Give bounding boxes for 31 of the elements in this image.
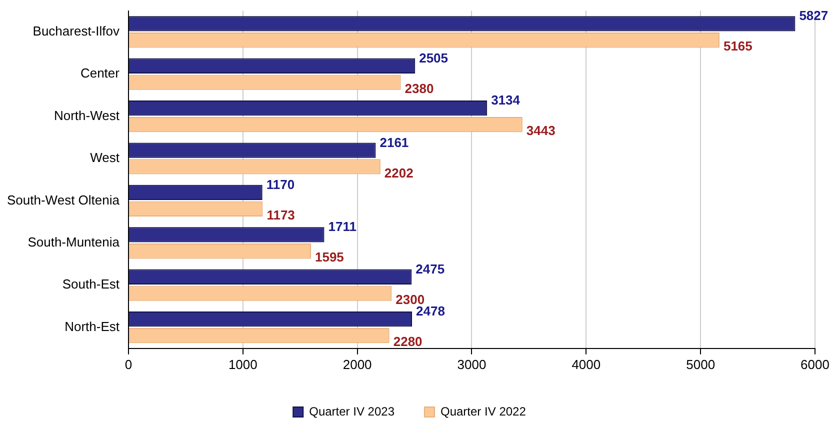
data-label: 1173	[266, 208, 295, 223]
legend-label: Quarter IV 2023	[309, 404, 395, 418]
x-tick-label: 1000	[228, 356, 258, 372]
data-label: 5827	[799, 8, 828, 24]
x-tick-label: 4000	[572, 356, 601, 372]
y-tick-label: North-West	[54, 108, 120, 123]
data-label: 3443	[526, 123, 556, 138]
x-tick-label: 5000	[686, 356, 716, 372]
y-tick-label: North-Est	[64, 318, 120, 334]
data-label: 3134	[491, 92, 521, 108]
x-tick-label: 3000	[457, 356, 486, 372]
data-label: 2475	[416, 261, 445, 276]
data-label: 2505	[419, 50, 448, 66]
x-tick-label: 6000	[800, 356, 830, 372]
data-label: 2380	[404, 80, 434, 96]
y-tick-label: South-West Oltenia	[6, 192, 120, 208]
data-label: 5165	[723, 38, 752, 54]
data-label: 2280	[393, 334, 422, 350]
data-label: 1170	[266, 177, 295, 192]
y-tick-label: Bucharest-Ilfov	[32, 23, 120, 38]
y-tick-label: South-Muntenia	[28, 234, 120, 250]
x-tick-label: 2000	[342, 356, 372, 372]
x-tick-label: 0	[124, 356, 132, 372]
y-tick-label: West	[90, 150, 120, 166]
y-tick-label: Center	[80, 66, 120, 81]
y-tick-label: South-Est	[62, 276, 120, 292]
data-label: 2161	[380, 134, 409, 150]
legend-label: Quarter IV 2022	[440, 404, 526, 418]
data-label: 2202	[384, 165, 414, 180]
data-label: 1595	[314, 250, 344, 265]
data-label: 1711	[328, 219, 356, 234]
